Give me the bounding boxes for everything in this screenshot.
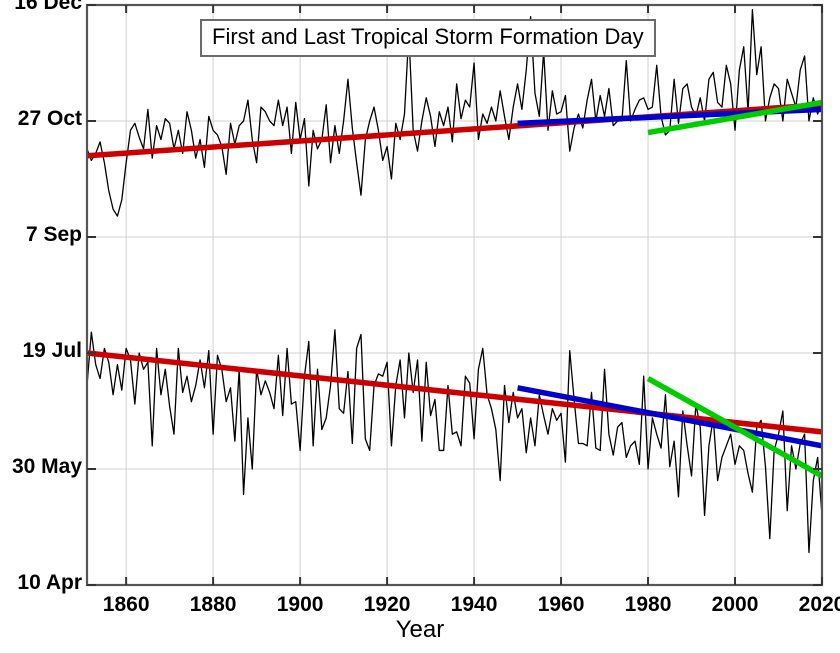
x-tick-label: 1880 bbox=[189, 593, 237, 616]
chart-title: First and Last Tropical Storm Formation … bbox=[200, 19, 656, 57]
trend-line-full-record-trend-first bbox=[86, 350, 823, 435]
x-axis-title: Year bbox=[395, 616, 445, 643]
plot-border bbox=[85, 3, 824, 587]
series-line-0 bbox=[86, 8, 823, 217]
trend-line-since-1980-trend-last bbox=[647, 99, 823, 136]
x-tick-label: 1900 bbox=[276, 593, 324, 616]
axis-frame bbox=[85, 3, 824, 587]
x-tick-label: 1980 bbox=[624, 593, 672, 616]
x-tick-label: 1920 bbox=[363, 593, 411, 616]
y-tick-label: 30 May bbox=[11, 455, 82, 478]
y-tick-label: 27 Oct bbox=[17, 107, 82, 130]
trend-line-since-1980-trend-first bbox=[646, 376, 824, 479]
data-series-group bbox=[86, 8, 823, 554]
x-tick-label: 1860 bbox=[102, 593, 150, 616]
x-tick-label: 2000 bbox=[711, 593, 759, 616]
trend-lines-group bbox=[86, 99, 824, 479]
y-tick-label: 7 Sep bbox=[25, 223, 82, 246]
y-tick-label: 16 Dec bbox=[14, 0, 82, 14]
trend-line-since-1950-trend-first bbox=[517, 385, 823, 449]
gridlines bbox=[87, 4, 823, 586]
x-tick-label: 1960 bbox=[537, 593, 585, 616]
x-tick-label: 1940 bbox=[450, 593, 498, 616]
y-tick-label: 10 Apr bbox=[17, 571, 82, 594]
x-tick-label: 2020 bbox=[798, 593, 840, 616]
axis-ticks bbox=[87, 4, 823, 586]
y-tick-label: 19 Jul bbox=[22, 339, 82, 362]
